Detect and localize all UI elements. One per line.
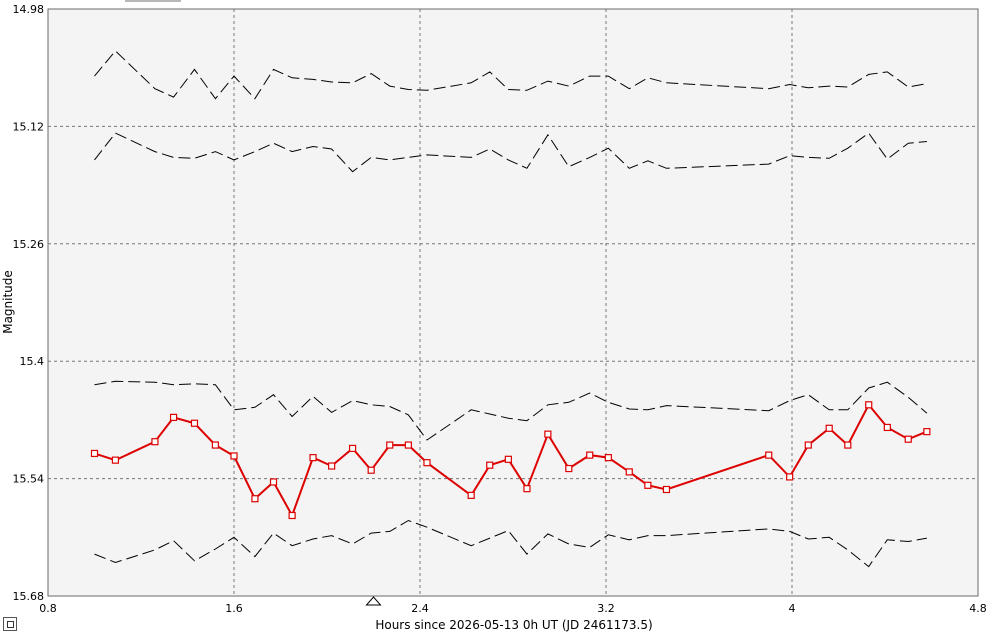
x-marker-layer [365,596,382,606]
x-tick-label: 3.2 [597,602,615,615]
target-data-point[interactable] [90,449,99,458]
series-layer [90,50,931,568]
target-data-point[interactable] [467,491,475,499]
y-axis-ticks: 14.98 15.12 15.26 15.4 15.54 15.68 [13,3,45,603]
y-tick-label: 14.98 [13,3,45,16]
target-data-point[interactable] [786,473,794,481]
target-data-point[interactable] [765,451,773,459]
target-data-point[interactable] [309,454,317,462]
y-axis-title: Magnitude [1,270,15,334]
target-data-point[interactable] [565,464,573,473]
target-data-point[interactable] [404,441,412,449]
target-data-point[interactable] [190,419,199,427]
x-position-marker[interactable] [365,596,382,606]
y-tick-label: 15.54 [13,473,45,486]
x-tick-label: 2.4 [411,602,429,615]
target-data-point[interactable] [169,413,178,421]
series-4 [94,380,928,441]
target-data-point[interactable] [269,478,278,486]
target-data-point[interactable] [111,456,120,464]
target-data-point[interactable] [662,485,671,494]
target-data-point[interactable] [423,459,431,467]
target-data-point[interactable] [486,461,494,469]
comparison-series-line [94,50,927,100]
comparison-series-line [94,380,928,441]
target-data-point[interactable] [904,435,912,443]
target-data-point[interactable] [804,441,812,449]
y-tick-label: 15.4 [20,355,45,368]
target-data-point[interactable] [544,430,552,438]
x-tick-label: 4 [789,602,796,615]
target-data-point[interactable] [644,481,652,489]
series-5 [94,519,927,568]
x-axis-title: Hours since 2026-05-13 0h UT (JD 2461173… [375,618,652,632]
target-data-point[interactable] [586,451,594,459]
target-data-point[interactable] [230,452,238,460]
series-2 [94,50,927,100]
series-1 [90,401,931,520]
target-data-point[interactable] [288,511,296,520]
corner-toggle-button[interactable] [3,617,17,631]
target-data-point[interactable] [367,466,375,474]
target-data-point[interactable] [504,455,512,463]
comparison-series-line [94,132,927,173]
grid-lines [48,9,978,596]
series-3 [94,132,927,173]
target-data-point[interactable] [604,454,612,462]
x-axis-ticks: 0.8 1.6 2.4 3.2 4 4.8 [39,602,987,615]
plot-area [47,8,979,597]
y-tick-label: 15.26 [13,238,45,251]
target-data-point[interactable] [151,438,159,446]
target-data-point[interactable] [844,441,852,449]
x-tick-label: 1.6 [225,602,243,615]
x-tick-label: 4.8 [969,602,987,615]
target-data-point[interactable] [251,495,259,503]
target-data-point[interactable] [625,468,633,476]
x-tick-label: 0.8 [39,602,57,615]
target-data-point[interactable] [883,423,891,432]
comparison-series-line [94,519,927,568]
target-data-point[interactable] [328,462,336,470]
top-tab-strip [125,0,181,2]
target-data-point[interactable] [211,441,219,449]
target-data-point[interactable] [348,444,357,453]
y-tick-label: 15.12 [13,120,45,133]
y-tick-label: 15.68 [13,590,45,603]
target-data-point[interactable] [523,485,531,493]
target-data-point[interactable] [825,424,833,432]
target-data-point[interactable] [923,428,931,436]
target-data-point[interactable] [386,441,394,449]
target-data-point[interactable] [865,401,873,409]
